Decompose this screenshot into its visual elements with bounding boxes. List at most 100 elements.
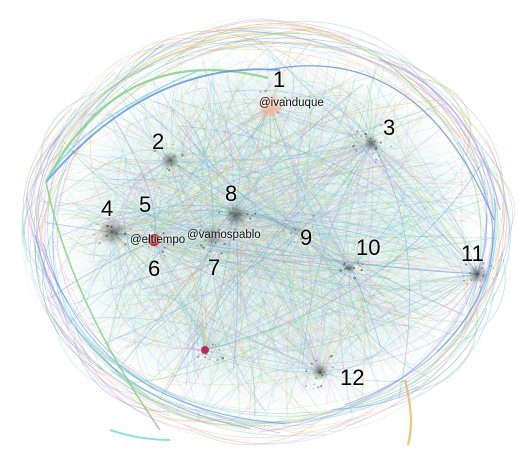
- network-edge: [191, 78, 321, 373]
- network-edge: [317, 79, 373, 373]
- network-node: [145, 243, 148, 246]
- network-edge: [349, 151, 398, 269]
- network-edge: [286, 229, 312, 348]
- network-edge: [235, 181, 485, 224]
- network-edge: [264, 142, 373, 428]
- network-edge: [235, 211, 432, 254]
- network-edge: [211, 235, 413, 340]
- network-edge: [111, 105, 367, 233]
- network-edge: [299, 89, 357, 231]
- network-edge: [269, 105, 422, 202]
- network-edge: [269, 105, 405, 239]
- network-node: [287, 244, 289, 246]
- network-edge: [179, 125, 479, 275]
- network-edge: [232, 214, 240, 395]
- network-edge: [175, 229, 301, 412]
- network-node: [344, 256, 346, 257]
- network-edge: [153, 239, 417, 271]
- network-edge: [149, 168, 321, 373]
- network-edge: [299, 229, 377, 322]
- network-node: [163, 246, 166, 249]
- network-edge: [211, 235, 268, 379]
- network-edge: [138, 162, 156, 241]
- network-node: [317, 386, 320, 389]
- network-edge: [298, 66, 305, 231]
- network-node: [230, 240, 232, 242]
- network-node: [381, 150, 383, 153]
- network-edge: [51, 168, 237, 216]
- network-edge: [101, 142, 373, 316]
- network-edge: [177, 24, 368, 58]
- network-edge: [41, 101, 87, 363]
- network-node: [127, 237, 129, 239]
- network-edge: [131, 93, 214, 237]
- network-node: [181, 155, 183, 157]
- node-hub-4: [98, 218, 126, 246]
- handle-eltiempo: @eltiempo: [130, 234, 186, 246]
- network-edge: [204, 232, 489, 351]
- network-edge: [122, 229, 301, 343]
- network-edge: [204, 172, 404, 351]
- network-edge: [123, 229, 301, 321]
- network-edge: [235, 201, 474, 221]
- network-edge: [422, 273, 479, 317]
- network-edge: [299, 205, 422, 244]
- network-edge: [74, 260, 351, 305]
- network-edge: [246, 105, 286, 409]
- network-edge: [150, 20, 352, 58]
- network-edge: [204, 330, 375, 367]
- network-edge: [111, 231, 422, 369]
- network-edge: [82, 38, 178, 117]
- network-edge: [371, 142, 453, 259]
- network-edge: [351, 142, 374, 370]
- network-edge: [235, 214, 447, 359]
- network-node: [329, 379, 332, 381]
- network-edge-strong: [109, 429, 171, 441]
- network-edge: [36, 241, 201, 420]
- network-edge: [76, 201, 155, 241]
- network-edge: [125, 128, 373, 161]
- network-edge: [269, 105, 380, 387]
- network-edge: [229, 40, 256, 216]
- network-edge: [153, 116, 281, 241]
- network-edge: [204, 349, 227, 356]
- network-edge: [319, 371, 371, 414]
- network-edge: [109, 273, 479, 296]
- network-edge: [153, 239, 398, 286]
- network-edge: [93, 172, 351, 269]
- network-edge: [44, 209, 351, 269]
- network-edge: [52, 43, 166, 310]
- network-edge: [434, 157, 505, 364]
- network-edge: [215, 99, 351, 269]
- network-edge: [169, 144, 475, 170]
- network-edge: [254, 267, 351, 414]
- network-edge: [109, 105, 271, 248]
- network-edge: [204, 144, 349, 351]
- network-node: [162, 232, 165, 235]
- network-edge: [215, 142, 373, 419]
- network-edge: [235, 214, 333, 423]
- network-edge: [229, 214, 276, 347]
- network-edge: [371, 142, 430, 226]
- network-edge: [235, 214, 446, 232]
- network-node: [208, 359, 210, 361]
- network-edge: [111, 199, 457, 233]
- network-edge: [57, 142, 373, 178]
- network-edge: [153, 214, 420, 241]
- network-edge: [204, 163, 483, 351]
- network-node: [130, 228, 133, 230]
- network-node: [312, 388, 314, 390]
- network-edge: [211, 235, 364, 327]
- network-edge: [28, 134, 60, 334]
- network-edge: [111, 183, 406, 233]
- network-edge: [76, 181, 301, 231]
- network-edge: [183, 142, 373, 347]
- edge-layer: [21, 17, 515, 446]
- network-edge: [319, 101, 370, 373]
- network-edge: [297, 110, 363, 231]
- network-edge: [319, 227, 421, 373]
- network-edge: [34, 234, 251, 430]
- network-edge: [211, 235, 354, 343]
- network-edge: [111, 93, 342, 233]
- network-edge: [319, 273, 479, 389]
